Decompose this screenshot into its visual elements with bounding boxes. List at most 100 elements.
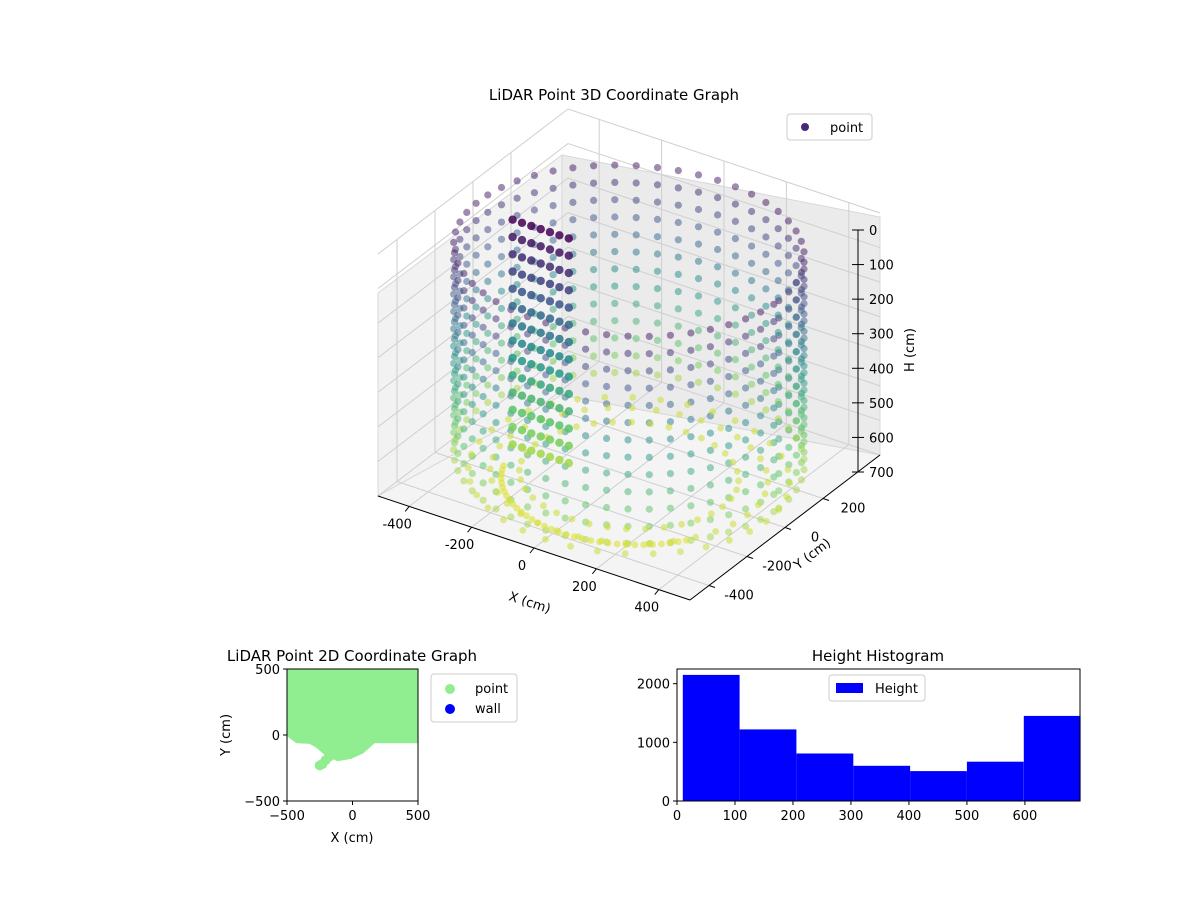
point-861 <box>508 405 517 414</box>
point-615 <box>706 395 715 403</box>
point-677 <box>727 495 735 503</box>
point-183 <box>694 188 703 196</box>
point-416 <box>454 259 462 267</box>
legend-histogram-swatch <box>836 683 863 693</box>
point-217 <box>653 319 662 327</box>
point-790 <box>564 234 573 243</box>
point-712 <box>744 511 751 519</box>
point-365 <box>456 235 464 243</box>
point-435 <box>460 373 468 381</box>
histogram-bar-4 <box>910 771 967 801</box>
point-852 <box>555 386 564 396</box>
point-567 <box>624 470 632 478</box>
point-799 <box>517 253 527 262</box>
point-676 <box>719 503 726 511</box>
y-tick-3d-3 <box>822 498 830 501</box>
point-137 <box>762 319 770 328</box>
point-871 <box>536 432 545 441</box>
point-456 <box>479 306 487 314</box>
point-2d-4 <box>326 749 337 760</box>
point-859 <box>555 404 564 413</box>
point-554 <box>603 469 611 477</box>
point-112 <box>784 355 793 363</box>
point-478 <box>492 470 500 478</box>
point-141 <box>762 389 770 397</box>
point-699 <box>521 485 529 493</box>
point-229 <box>632 300 640 308</box>
point-630 <box>725 424 733 432</box>
y-tick-label-3d-1: -200 <box>762 560 792 575</box>
point-905 <box>604 539 612 547</box>
point-623 <box>706 533 715 541</box>
point-146 <box>748 242 756 250</box>
point-491 <box>507 478 515 486</box>
point-261 <box>569 181 577 189</box>
point-157 <box>731 200 740 208</box>
point-839 <box>564 355 573 364</box>
point-152 <box>748 346 756 354</box>
point-582 <box>645 505 653 513</box>
x-tick-label-3d-0: -400 <box>382 517 412 532</box>
point-777 <box>594 547 601 555</box>
point-190 <box>694 309 703 317</box>
z-tick-label-3d-0: 0 <box>869 224 877 239</box>
x-tick-3d-2 <box>529 547 535 554</box>
point-359 <box>463 347 471 355</box>
point-766 <box>488 426 496 434</box>
point-194 <box>694 378 703 386</box>
point-339 <box>472 217 480 225</box>
legend-2d-label-point: point <box>475 682 508 697</box>
point-679 <box>735 477 742 485</box>
point-812 <box>508 284 517 293</box>
point-559 <box>624 332 632 340</box>
point-419 <box>454 311 462 319</box>
point-912 <box>666 539 674 547</box>
point-906 <box>613 540 621 548</box>
point-233 <box>632 369 640 377</box>
point-772 <box>484 504 492 512</box>
point-668 <box>770 387 778 395</box>
z-tick-label-3d-1: 100 <box>869 259 894 274</box>
point-464 <box>479 444 487 452</box>
point-796 <box>555 248 564 257</box>
point-797 <box>564 251 573 260</box>
x-axis-label-3d: X (cm) <box>507 590 553 618</box>
point-631 <box>725 442 733 450</box>
point-263 <box>569 216 577 224</box>
point-624 <box>725 321 733 329</box>
point-155 <box>748 398 756 406</box>
point-84 <box>797 341 805 349</box>
point-179 <box>714 349 722 357</box>
point-105 <box>784 234 793 242</box>
point-245 <box>611 351 619 359</box>
point-288 <box>530 206 539 214</box>
point-408 <box>450 335 459 343</box>
chart-2d-title: LiDAR Point 2D Coordinate Graph <box>227 647 477 665</box>
point-774 <box>519 527 527 534</box>
point-322 <box>497 356 506 364</box>
point-136 <box>762 302 770 310</box>
point-341 <box>472 251 480 259</box>
point-148 <box>748 277 756 285</box>
point-340 <box>472 234 480 242</box>
histogram-bar-3 <box>853 765 911 801</box>
point-364 <box>456 218 464 226</box>
x-tick-label-hist-0: 0 <box>673 809 681 824</box>
point-850 <box>536 380 545 389</box>
point-767 <box>475 438 483 445</box>
histogram-title: Height Histogram <box>812 647 944 665</box>
histogram-bar-6 <box>1023 715 1081 801</box>
point-121 <box>774 277 782 285</box>
point-636 <box>725 528 733 536</box>
point-838 <box>555 352 564 361</box>
x-axis-label-2d: X (cm) <box>331 831 374 846</box>
z-tick-label-3d-2: 200 <box>869 293 894 308</box>
point-642 <box>742 401 750 409</box>
point-780 <box>677 548 684 555</box>
point-689 <box>609 418 616 426</box>
legend-3d: point <box>786 113 873 141</box>
point-72 <box>800 369 808 377</box>
point-420 <box>454 328 462 336</box>
point-490 <box>507 461 515 469</box>
point-771 <box>473 491 481 499</box>
